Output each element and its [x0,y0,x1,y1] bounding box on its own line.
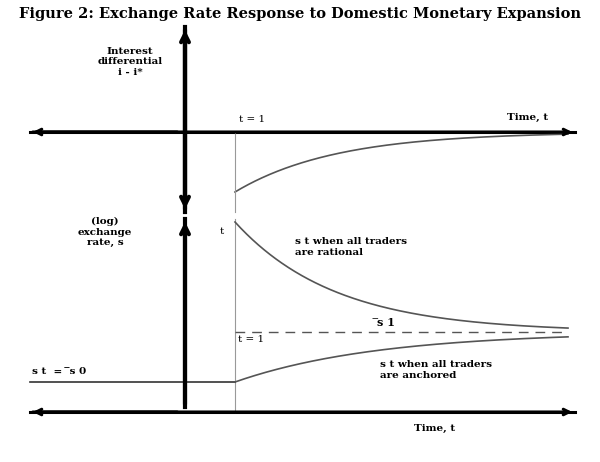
Text: s t when all traders
are rational: s t when all traders are rational [295,237,407,257]
Text: s t when all traders
are anchored: s t when all traders are anchored [380,360,492,380]
Text: s t  =  ̅s 0: s t = ̅s 0 [32,367,86,376]
Text: t = 1: t = 1 [238,335,264,344]
Text: (log)
exchange
rate, s: (log) exchange rate, s [78,217,132,247]
Text: Time, t: Time, t [415,424,455,433]
Text: t = 1: t = 1 [239,115,265,124]
Text: Figure 2: Exchange Rate Response to Domestic Monetary Expansion: Figure 2: Exchange Rate Response to Dome… [19,7,581,21]
Text: t: t [220,227,224,237]
Text: Interest
differential
i - i*: Interest differential i - i* [97,47,163,77]
Text: Time, t: Time, t [507,113,548,122]
Text: ̅s 1: ̅s 1 [378,317,396,328]
